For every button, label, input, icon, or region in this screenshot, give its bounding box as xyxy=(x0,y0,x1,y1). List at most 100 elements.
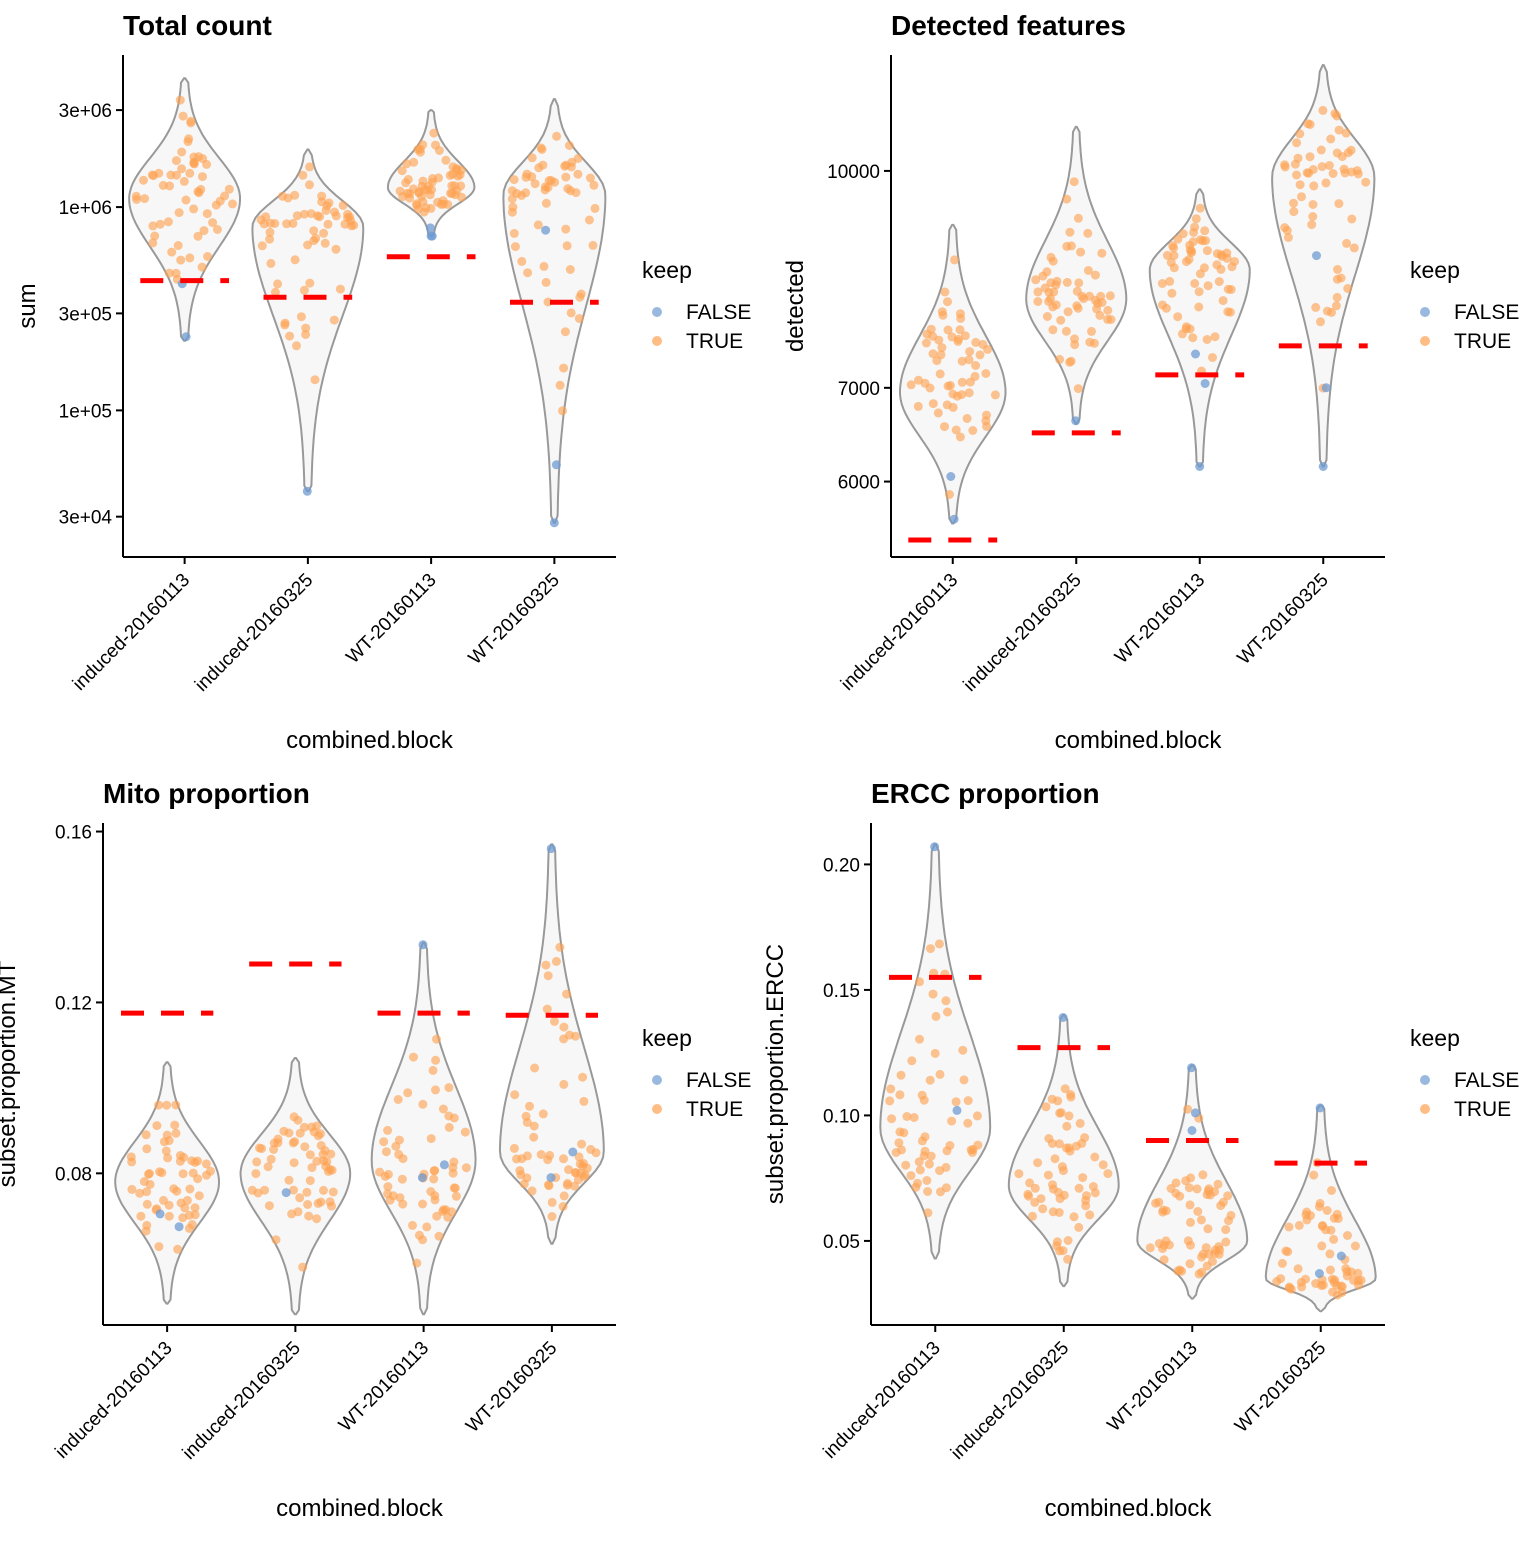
point-false xyxy=(541,225,551,235)
point-true xyxy=(1297,192,1306,202)
point-true xyxy=(327,1165,337,1175)
point-true xyxy=(533,220,543,230)
point-true xyxy=(538,1109,548,1119)
point-true xyxy=(434,146,444,155)
point-true xyxy=(1317,1241,1327,1251)
point-true xyxy=(509,1143,519,1153)
point-true xyxy=(510,242,520,252)
point-true xyxy=(1332,1209,1342,1219)
point-true xyxy=(1202,335,1212,344)
point-true xyxy=(1051,280,1061,290)
point-true xyxy=(1332,274,1342,284)
y-tick-label: 6000 xyxy=(838,473,880,494)
x-tick-label: WT-20160325 xyxy=(465,570,564,669)
point-true xyxy=(1050,1154,1060,1164)
total-count-title: Total count xyxy=(123,10,272,41)
point-true xyxy=(955,432,965,442)
point-true xyxy=(331,244,341,254)
point-true xyxy=(196,184,206,194)
point-true xyxy=(1056,315,1066,325)
point-true xyxy=(1321,178,1331,188)
point-true xyxy=(431,1055,441,1065)
point-true xyxy=(1055,354,1065,364)
point-true xyxy=(970,371,980,381)
point-true xyxy=(193,1174,203,1184)
point-true xyxy=(171,156,181,166)
point-true xyxy=(228,199,237,209)
point-true xyxy=(1074,1183,1084,1193)
point-true xyxy=(948,389,958,399)
point-true xyxy=(131,191,141,201)
panel-detected-features: Detected features 6000 7000 10000 induced-20… xyxy=(782,10,1519,754)
point-true xyxy=(925,383,935,393)
point-true xyxy=(926,944,935,954)
legend: keep FALSE TRUE xyxy=(642,1025,751,1121)
point-true xyxy=(414,188,424,198)
point-true xyxy=(449,1157,459,1167)
point-true xyxy=(159,1195,168,1205)
point-true xyxy=(930,1048,940,1058)
point-true xyxy=(525,1101,534,1111)
point-true xyxy=(990,390,1000,400)
point-true xyxy=(1308,200,1318,209)
point-true xyxy=(290,1137,300,1147)
point-true xyxy=(558,406,567,416)
point-true xyxy=(418,176,428,186)
legend-label-false: FALSE xyxy=(686,1069,751,1092)
x-tick-label: induced-20160325 xyxy=(191,570,317,696)
point-true xyxy=(1223,1191,1233,1201)
point-true xyxy=(886,1084,896,1094)
point-true xyxy=(523,268,533,278)
point-true xyxy=(1316,145,1326,155)
point-true xyxy=(278,191,287,201)
point-true xyxy=(430,1195,440,1205)
point-true xyxy=(1189,227,1199,237)
point-true xyxy=(1325,1249,1335,1259)
point-true xyxy=(560,327,570,337)
point-true xyxy=(315,212,325,222)
point-false xyxy=(549,518,559,528)
point-true xyxy=(1028,1211,1037,1221)
point-true xyxy=(141,1226,151,1236)
point-true xyxy=(224,184,234,194)
point-true xyxy=(1230,257,1239,266)
x-axis-title: combined.block xyxy=(276,1495,444,1522)
point-true xyxy=(1322,1206,1332,1215)
point-true xyxy=(509,228,519,238)
point-true xyxy=(201,1159,211,1169)
point-true xyxy=(1289,207,1299,217)
point-true xyxy=(551,956,561,966)
point-true xyxy=(940,422,949,432)
legend-label-true: TRUE xyxy=(686,330,743,353)
point-true xyxy=(544,1180,553,1190)
point-true xyxy=(1069,177,1079,187)
y-tick-label: 0.20 xyxy=(823,855,860,876)
point-true xyxy=(510,1090,520,1100)
point-true xyxy=(457,192,466,202)
point-true xyxy=(1103,305,1113,315)
point-true xyxy=(1080,1133,1090,1143)
x-tick-label: WT-20160113 xyxy=(342,570,440,668)
point-true xyxy=(1332,1281,1342,1291)
point-true xyxy=(140,194,150,204)
point-true xyxy=(177,164,187,174)
point-true xyxy=(928,399,938,409)
point-true xyxy=(1221,1237,1231,1247)
point-true xyxy=(302,1187,312,1197)
point-true xyxy=(584,215,594,225)
point-true xyxy=(187,1220,197,1229)
point-true xyxy=(426,1134,436,1144)
point-true xyxy=(1169,243,1179,253)
point-true xyxy=(543,183,553,192)
point-true xyxy=(945,490,954,499)
legend-key-true xyxy=(652,336,662,346)
point-true xyxy=(981,369,991,378)
point-true xyxy=(331,211,341,221)
point-true xyxy=(522,1151,532,1161)
point-true xyxy=(509,175,519,185)
point-false xyxy=(439,1160,449,1170)
point-true xyxy=(408,1220,417,1230)
point-true xyxy=(395,1193,405,1203)
point-true xyxy=(1199,263,1209,273)
point-true xyxy=(1044,296,1054,306)
